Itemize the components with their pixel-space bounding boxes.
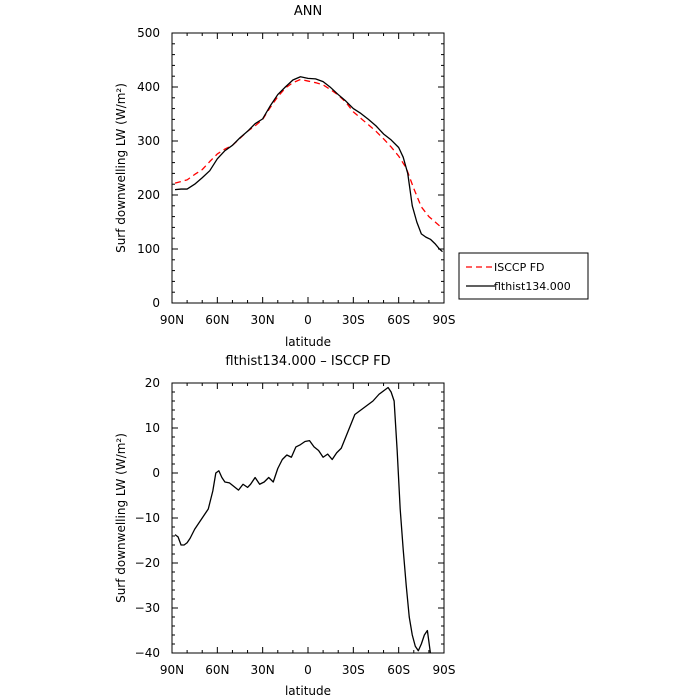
top-ticks: 90N 60N 30N 0 30S 60S 90S 0 100 200 300 400 500	[137, 26, 455, 327]
bottom-x-tick-label: 60N	[205, 663, 229, 677]
bottom-y-axis-label: Surf downwelling LW (W/m²)	[114, 433, 128, 603]
top-chart-title: ANN	[294, 4, 322, 19]
bottom-y-tick-label: −30	[135, 601, 160, 615]
top-chart: ANN 90N 60N 30N 0 30S 60S 90S0100200300400500 …	[114, 4, 589, 349]
top-x-tick-label: 30N	[251, 313, 275, 327]
top-x-tick-label: 90S	[433, 313, 456, 327]
legend-box	[458, 252, 589, 300]
top-x-tick-label: 30S	[342, 313, 365, 327]
bottom-y-tick-label: 10	[145, 421, 160, 435]
top-y-tick-label: 100	[137, 242, 160, 256]
top-x-tick-label: 60S	[387, 313, 410, 327]
top-x-tick-label: 0	[304, 313, 312, 327]
bottom-series	[174, 386, 432, 653]
top-x-tick-label: 60N	[205, 313, 229, 327]
bottom-chart-title: flthist134.000 – ISCCP FD	[225, 354, 390, 369]
top-y-tick-label: 0	[152, 296, 160, 310]
top-y-tick-label: 200	[137, 188, 160, 202]
top-series-line-0	[174, 78, 443, 229]
bottom-x-tick-label: 30S	[342, 663, 365, 677]
bottom-ticks: 90N 60N 30N 0 30S 60S 90S −40 −30 −20 −10 0 10 20	[135, 376, 456, 677]
bottom-plot-frame	[171, 382, 445, 654]
bottom-x-tick-label: 90S	[433, 663, 456, 677]
bottom-series-line-0	[174, 386, 432, 653]
legend-label-isccp: ISCCP FD	[494, 261, 545, 274]
top-x-tick-label: 90N	[160, 313, 184, 327]
legend-label-model: flthist134.000	[494, 280, 571, 293]
bottom-x-tick-label: 30N	[251, 663, 275, 677]
bottom-y-tick-label: −10	[135, 511, 160, 525]
bottom-chart: flthist134.000 – ISCCP FD 90N 60N 30N 0 30S 6…	[114, 354, 455, 698]
bottom-x-tick-label: 90N	[160, 663, 184, 677]
bottom-x-tick-label: 0	[304, 663, 312, 677]
top-y-tick-label: 500	[137, 26, 160, 40]
bottom-y-tick-label: −20	[135, 556, 160, 570]
bottom-x-axis-label: latitude	[285, 684, 331, 698]
top-x-axis-label: latitude	[285, 335, 331, 349]
bottom-x-tick-label: 60S	[387, 663, 410, 677]
bottom-y-tick-label: 0	[152, 466, 160, 480]
top-series	[174, 76, 443, 253]
top-plot-frame	[171, 32, 445, 304]
legend: ISCCP FD flthist134.000	[458, 252, 589, 300]
bottom-y-tick-label: −40	[135, 646, 160, 660]
bottom-y-tick-label: 20	[145, 376, 160, 390]
top-y-axis-label: Surf downwelling LW (W/m²)	[114, 83, 128, 253]
top-y-tick-label: 300	[137, 134, 160, 148]
top-series-line-1	[174, 76, 443, 253]
top-y-tick-label: 400	[137, 80, 160, 94]
